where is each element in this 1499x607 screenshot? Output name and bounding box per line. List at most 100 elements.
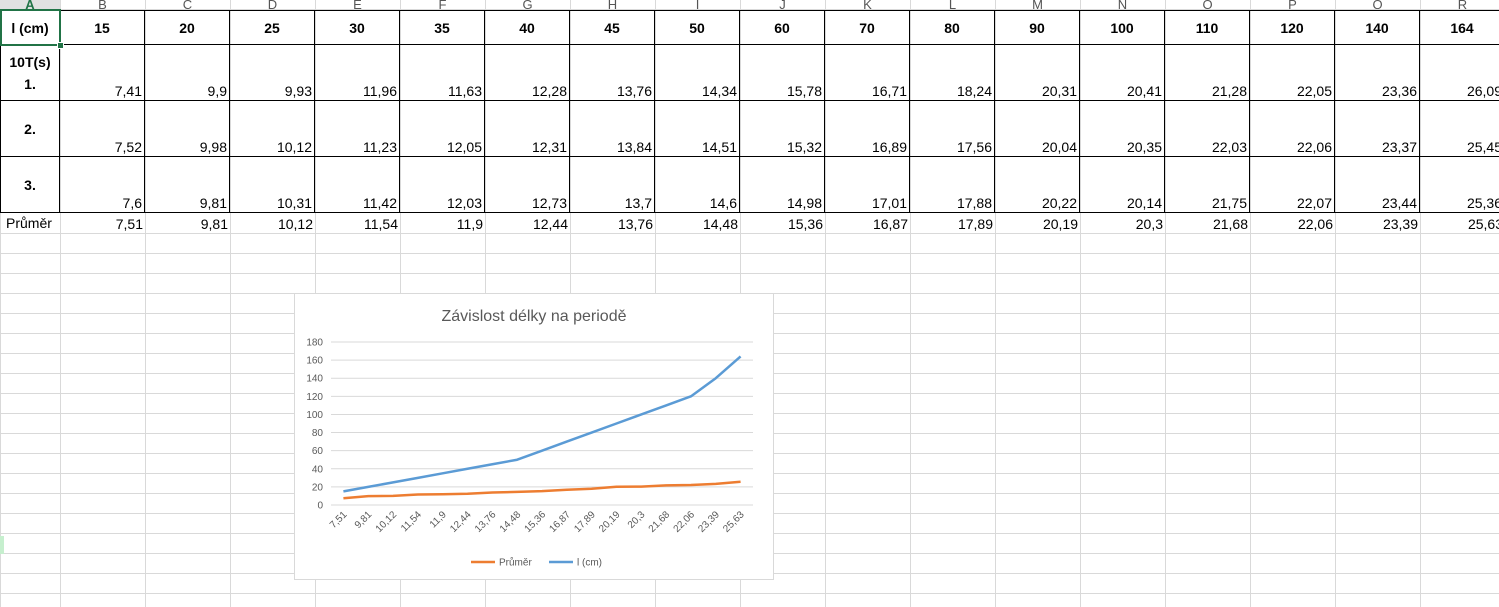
cell-G5[interactable]: 12,44 [532, 216, 568, 232]
cell-B5[interactable]: 7,51 [115, 216, 143, 232]
cell-I5[interactable]: 14,48 [702, 216, 738, 232]
cell-F3[interactable]: 12,05 [400, 101, 485, 157]
cell-F5[interactable]: 11,9 [456, 216, 483, 232]
column-header-B[interactable]: B [98, 0, 107, 9]
cell-N1[interactable]: 100 [1080, 10, 1165, 45]
cell-O1[interactable]: 110 [1165, 10, 1250, 45]
cell-I2[interactable]: 14,34 [655, 45, 740, 101]
cell-H5[interactable]: 13,76 [617, 216, 653, 232]
cell-O4[interactable]: 21,75 [1165, 157, 1250, 213]
cell-Q5[interactable]: 23,39 [1382, 216, 1418, 232]
cell-K1[interactable]: 70 [825, 10, 910, 45]
cell-O2[interactable]: 21,28 [1165, 45, 1250, 101]
column-header-Q[interactable]: Q [1372, 0, 1383, 9]
cell-K2[interactable]: 16,71 [825, 45, 910, 101]
column-header-O[interactable]: O [1202, 0, 1213, 9]
cell-L3[interactable]: 17,56 [910, 101, 995, 157]
cell-H3[interactable]: 13,84 [570, 101, 655, 157]
column-header-N[interactable]: N [1117, 0, 1128, 9]
cell-G1[interactable]: 40 [485, 10, 570, 45]
cell-N5[interactable]: 20,3 [1135, 216, 1163, 232]
cell-Q3[interactable]: 23,37 [1335, 101, 1420, 157]
column-header-H[interactable]: H [607, 0, 618, 9]
cell-H1[interactable]: 45 [570, 10, 655, 45]
row-label-5[interactable]: Průměr [6, 215, 52, 231]
cell-B1[interactable]: 15 [60, 10, 145, 45]
cell-D3[interactable]: 10,12 [230, 101, 315, 157]
column-header-C[interactable]: C [182, 0, 193, 9]
cell-E3[interactable]: 11,23 [315, 101, 400, 157]
column-header-R[interactable]: R [1457, 0, 1468, 9]
cell-L4[interactable]: 17,88 [910, 157, 995, 213]
cell-J3[interactable]: 15,32 [740, 101, 825, 157]
cell-F1[interactable]: 35 [400, 10, 485, 45]
cell-C4[interactable]: 9,81 [145, 157, 230, 213]
cell-R2[interactable]: 26,09 [1420, 45, 1499, 101]
row-label-3[interactable]: 2. [0, 101, 60, 157]
cell-C1[interactable]: 20 [145, 10, 230, 45]
cell-N2[interactable]: 20,41 [1080, 45, 1165, 101]
cell-I1[interactable]: 50 [655, 10, 740, 45]
cell-P5[interactable]: 22,06 [1297, 216, 1333, 232]
cell-L2[interactable]: 18,24 [910, 45, 995, 101]
cell-E5[interactable]: 11,54 [364, 216, 398, 232]
cell-H4[interactable]: 13,7 [570, 157, 655, 213]
cell-D1[interactable]: 25 [230, 10, 315, 45]
cell-I3[interactable]: 14,51 [655, 101, 740, 157]
row-label-2[interactable]: 10T(s) 1. [0, 45, 60, 101]
column-header-I[interactable]: I [695, 0, 700, 9]
cell-J2[interactable]: 15,78 [740, 45, 825, 101]
cell-E4[interactable]: 11,42 [315, 157, 400, 213]
cell-E1[interactable]: 30 [315, 10, 400, 45]
cell-I4[interactable]: 14,6 [655, 157, 740, 213]
cell-D4[interactable]: 10,31 [230, 157, 315, 213]
cell-J4[interactable]: 14,98 [740, 157, 825, 213]
column-header-P[interactable]: P [1288, 0, 1297, 9]
cell-M1[interactable]: 90 [995, 10, 1080, 45]
cell-R1[interactable]: 164 [1420, 10, 1499, 45]
cell-M5[interactable]: 20,19 [1042, 216, 1078, 232]
cell-R4[interactable]: 25,36 [1420, 157, 1499, 213]
column-header-M[interactable]: M [1032, 0, 1043, 9]
cell-D2[interactable]: 9,93 [230, 45, 315, 101]
cell-K5[interactable]: 16,87 [872, 216, 908, 232]
fill-handle[interactable] [57, 42, 64, 49]
cell-R5[interactable]: 25,63 [1467, 216, 1499, 232]
cell-L1[interactable]: 80 [910, 10, 995, 45]
cell-C3[interactable]: 9,98 [145, 101, 230, 157]
cell-L5[interactable]: 17,89 [957, 216, 993, 232]
cell-F4[interactable]: 12,03 [400, 157, 485, 213]
column-header-L[interactable]: L [948, 0, 957, 9]
cell-H2[interactable]: 13,76 [570, 45, 655, 101]
cell-Q4[interactable]: 23,44 [1335, 157, 1420, 213]
cell-O5[interactable]: 21,68 [1212, 216, 1248, 232]
cell-K4[interactable]: 17,01 [825, 157, 910, 213]
cell-C2[interactable]: 9,9 [145, 45, 230, 101]
cell-Q2[interactable]: 23,36 [1335, 45, 1420, 101]
column-header-G[interactable]: G [522, 0, 533, 9]
cell-C5[interactable]: 9,81 [200, 216, 228, 232]
column-header-K[interactable]: K [863, 0, 872, 9]
cell-K3[interactable]: 16,89 [825, 101, 910, 157]
cell-R3[interactable]: 25,45 [1420, 101, 1499, 157]
cell-G3[interactable]: 12,31 [485, 101, 570, 157]
column-header-E[interactable]: E [353, 0, 362, 9]
cell-F2[interactable]: 11,63 [400, 45, 485, 101]
column-header-A[interactable]: A [0, 0, 60, 9]
cell-M3[interactable]: 20,04 [995, 101, 1080, 157]
cell-G4[interactable]: 12,73 [485, 157, 570, 213]
cell-J5[interactable]: 15,36 [787, 216, 823, 232]
cell-O3[interactable]: 22,03 [1165, 101, 1250, 157]
cell-J1[interactable]: 60 [740, 10, 825, 45]
cell-E2[interactable]: 11,96 [315, 45, 400, 101]
cell-D5[interactable]: 10,12 [277, 216, 313, 232]
cell-M4[interactable]: 20,22 [995, 157, 1080, 213]
cell-B3[interactable]: 7,52 [60, 101, 145, 157]
cell-P3[interactable]: 22,06 [1250, 101, 1335, 157]
cell-N4[interactable]: 20,14 [1080, 157, 1165, 213]
column-header-D[interactable]: D [267, 0, 278, 9]
column-header-F[interactable]: F [438, 0, 447, 9]
cell-B2[interactable]: 7,41 [60, 45, 145, 101]
cell-M2[interactable]: 20,31 [995, 45, 1080, 101]
cell-N3[interactable]: 20,35 [1080, 101, 1165, 157]
